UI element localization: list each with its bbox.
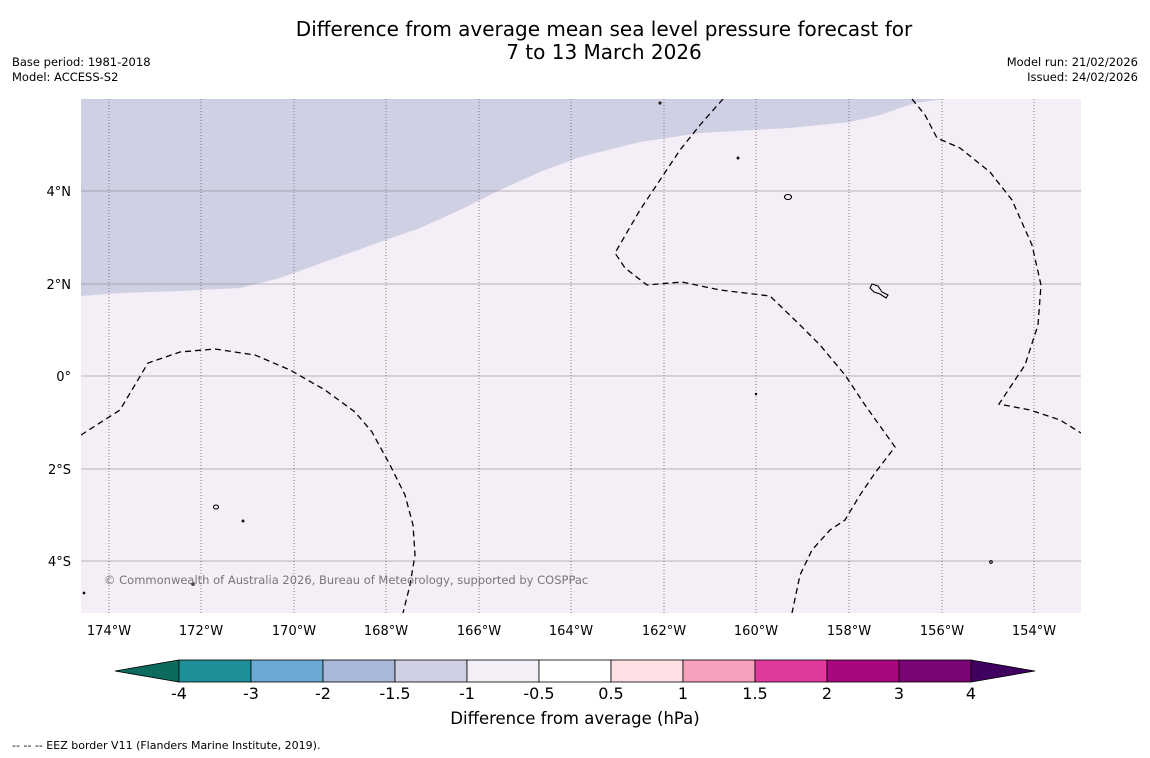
lon-label: 160°W (734, 624, 778, 639)
colorbar-tick: 0.5 (598, 684, 623, 703)
lon-label: 168°W (364, 624, 408, 639)
colorbar (114, 659, 1036, 683)
island-north (658, 101, 662, 105)
lon-label: 174°W (87, 624, 131, 639)
anomaly-region-lavender (81, 99, 960, 296)
longitude-labels: 174°W 172°W 170°W 168°W 166°W 164°W 162°… (87, 624, 1056, 639)
island-dot-5 (754, 392, 758, 396)
colorbar-extend-high (970, 659, 1036, 683)
island-dot-4 (989, 560, 993, 564)
colorbar-tick: -3 (243, 684, 259, 703)
colorbar-tick: 3 (894, 684, 904, 703)
island-dot-2 (241, 519, 245, 523)
lon-label: 162°W (642, 624, 686, 639)
lat-label: 0° (56, 370, 71, 385)
title-line-2: 7 to 13 March 2026 (506, 40, 702, 64)
colorbar-segment (538, 659, 612, 683)
colorbar-tick: 4 (966, 684, 976, 703)
lat-label: 4°N (47, 185, 72, 200)
meta-left: Base period: 1981-2018 Model: ACCESS-S2 (12, 55, 151, 85)
lon-label: 158°W (827, 624, 871, 639)
colorbar-tick: -2 (315, 684, 331, 703)
colorbar-segment (826, 659, 900, 683)
colorbar-segment (322, 659, 396, 683)
issued-date: Issued: 24/02/2026 (1027, 70, 1138, 84)
colorbar-title: Difference from average (hPa) (450, 709, 700, 728)
colorbar-ticks: -4 -3 -2 -1.5 -1 -0.5 0.5 1 1.5 2 3 4 (171, 684, 976, 703)
model-name: Model: ACCESS-S2 (12, 70, 119, 84)
colorbar-tick: -1.5 (379, 684, 410, 703)
meta-right: Model run: 21/02/2026 Issued: 24/02/2026 (1007, 55, 1138, 85)
colorbar-tick: 2 (822, 684, 832, 703)
lon-label: 156°W (920, 624, 964, 639)
colorbar-segment (250, 659, 324, 683)
island-dot-1 (736, 156, 740, 160)
colorbar-segment (898, 659, 972, 683)
islands (82, 101, 993, 595)
island-jarvis (783, 193, 793, 201)
colorbar-extend-low (114, 659, 180, 683)
colorbar-tick: 1 (678, 684, 688, 703)
copyright-text: © Commonwealth of Australia 2026, Bureau… (104, 573, 588, 587)
model-run: Model run: 21/02/2026 (1006, 55, 1138, 69)
lon-label: 170°W (272, 624, 316, 639)
lon-label: 166°W (457, 624, 501, 639)
island-west-1 (212, 504, 220, 510)
lon-label: 154°W (1012, 624, 1056, 639)
lon-label: 164°W (549, 624, 593, 639)
chart-title: Difference from average mean sea level p… (0, 18, 1150, 64)
island-dot-6 (82, 591, 86, 595)
colorbar-tick: -4 (171, 684, 187, 703)
colorbar-segment (178, 659, 252, 683)
lat-label: 4°S (48, 555, 71, 570)
eez-borders (81, 99, 1081, 613)
eez-footnote: -- -- -- EEZ border V11 (Flanders Marine… (12, 739, 321, 752)
base-period: Base period: 1981-2018 (12, 55, 151, 69)
colorbar-tick: 1.5 (742, 684, 767, 703)
island-dot-3 (191, 582, 195, 586)
colorbar-segment (754, 659, 828, 683)
colorbar-segment (466, 659, 540, 683)
lat-label: 2°N (47, 278, 72, 293)
colorbar-segment (394, 659, 468, 683)
title-line-1: Difference from average mean sea level p… (295, 17, 913, 41)
colorbar-tick: -0.5 (523, 684, 554, 703)
gridlines (81, 190, 1081, 562)
lat-label: 2°S (48, 463, 71, 478)
colorbar-tick: -1 (459, 684, 475, 703)
island-kiritimati (869, 283, 889, 299)
lon-label: 172°W (179, 624, 223, 639)
colorbar-segment (610, 659, 684, 683)
colorbar-segment (682, 659, 756, 683)
latitude-labels: 4°N 2°N 0° 2°S 4°S (47, 185, 72, 570)
